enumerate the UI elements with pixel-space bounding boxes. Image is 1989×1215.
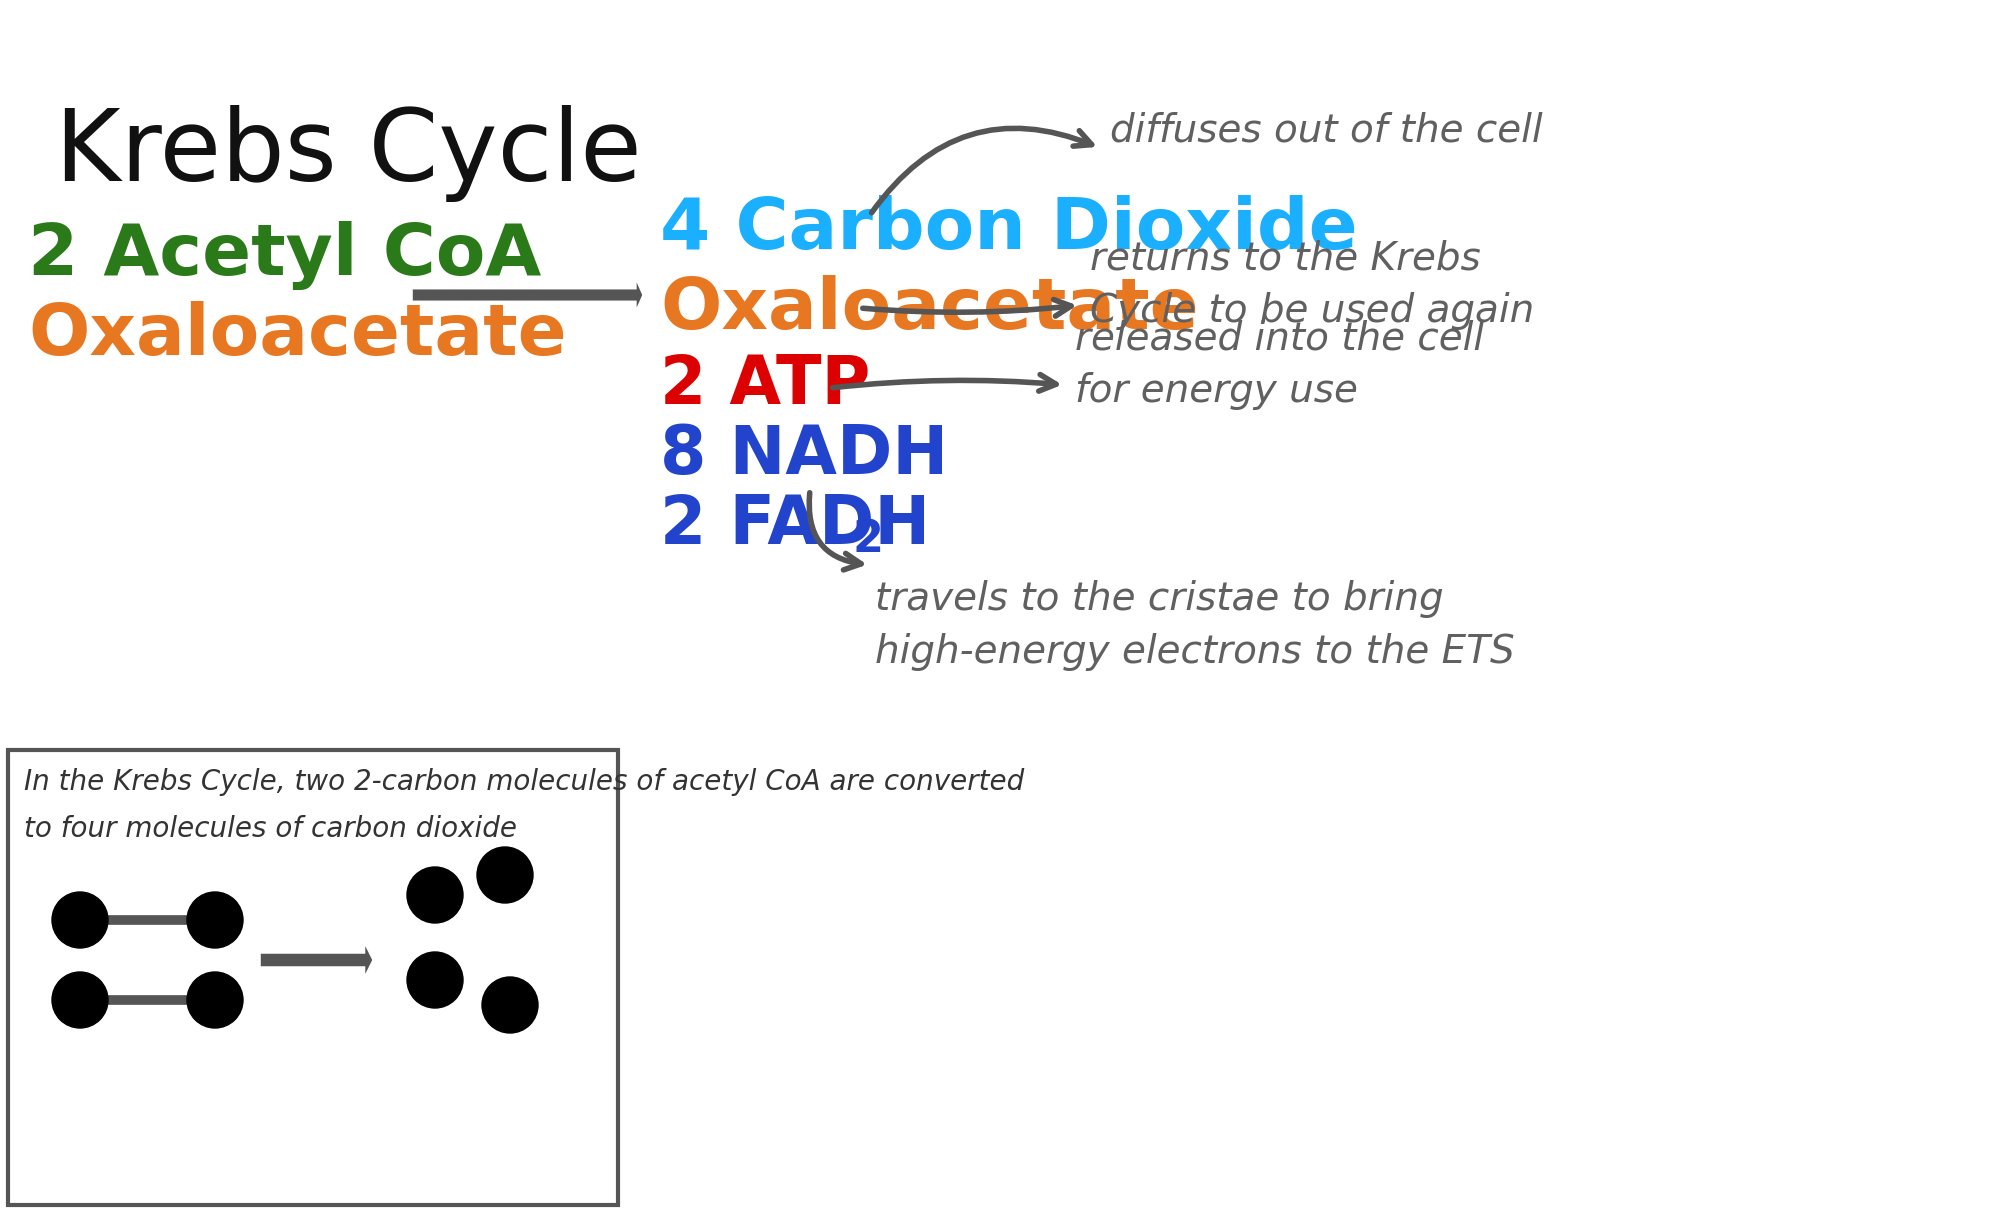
Text: travels to the cristae to bring
high-energy electrons to the ETS: travels to the cristae to bring high-ene… [875, 580, 1516, 671]
Text: returns to the Krebs
Cycle to be used again: returns to the Krebs Cycle to be used ag… [1090, 239, 1534, 330]
Text: 2: 2 [853, 519, 883, 561]
Text: In the Krebs Cycle, two 2-carbon molecules of acetyl CoA are converted: In the Krebs Cycle, two 2-carbon molecul… [24, 768, 1024, 796]
Bar [8, 750, 619, 1205]
Circle shape [52, 892, 107, 948]
Circle shape [481, 977, 537, 1033]
Text: 2 Acetyl CoA: 2 Acetyl CoA [28, 220, 541, 289]
Circle shape [187, 892, 243, 948]
Circle shape [187, 972, 243, 1028]
Text: diffuses out of the cell: diffuses out of the cell [1110, 111, 1543, 149]
Circle shape [477, 847, 533, 903]
Text: 8 NADH: 8 NADH [660, 422, 949, 488]
Circle shape [52, 972, 107, 1028]
Circle shape [408, 953, 463, 1008]
Text: to four molecules of carbon dioxide: to four molecules of carbon dioxide [24, 815, 517, 843]
Text: 2 ATP: 2 ATP [660, 352, 871, 418]
Text: released into the cell
for energy use: released into the cell for energy use [1074, 320, 1484, 411]
Text: Krebs Cycle: Krebs Cycle [56, 104, 642, 202]
Text: 4 Carbon Dioxide: 4 Carbon Dioxide [660, 196, 1358, 265]
Text: 2 FADH: 2 FADH [660, 492, 931, 558]
Text: Oxaloacetate: Oxaloacetate [660, 276, 1199, 345]
Text: Oxaloacetate: Oxaloacetate [28, 300, 567, 369]
Circle shape [408, 868, 463, 923]
